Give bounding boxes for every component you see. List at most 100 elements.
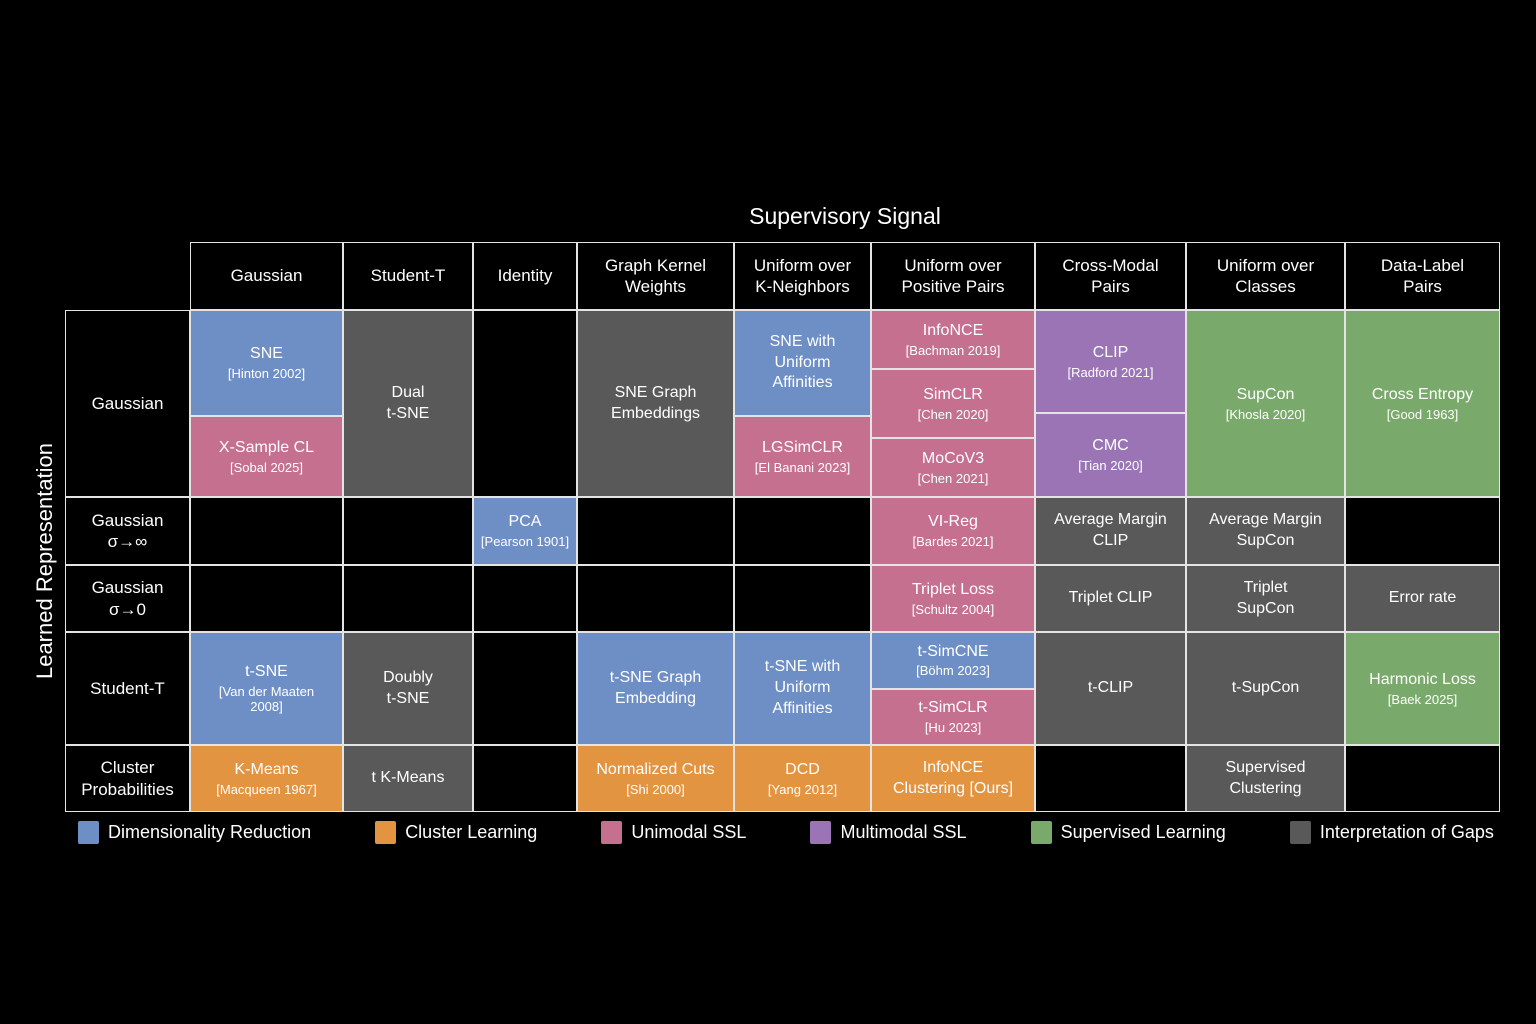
- method-label: Triplet CLIP: [1068, 589, 1153, 607]
- method-ref: [Khosla 2020]: [1225, 406, 1306, 422]
- legend-label: Multimodal SSL: [840, 821, 967, 842]
- method-ref: [Chen 2020]: [917, 406, 989, 422]
- cell-gaussian-sigma-0--uniform-classes: Triplet SupCon: [1186, 565, 1345, 632]
- method-k-means: K-Means [Macqueen 1967]: [191, 746, 342, 811]
- method-sne: SNE [Hinton 2002]: [191, 311, 342, 415]
- method-label: t-SimCLR: [918, 699, 988, 717]
- cell-gaussian-sigma-0--graph-kernel-weights: [577, 565, 734, 632]
- method-error-rate: Error rate: [1346, 566, 1499, 631]
- legend-label: Unimodal SSL: [631, 821, 747, 842]
- method-triplet-clip: Triplet CLIP: [1036, 566, 1185, 631]
- column-header-identity: Identity: [473, 242, 577, 310]
- column-header-cross-modal-pairs: Cross-Modal Pairs: [1035, 242, 1186, 310]
- legend-swatch-unimodal-ssl: [601, 820, 623, 844]
- method-label: SNE with Uniform Affinities: [769, 332, 836, 392]
- cell-gaussian-sigma-inf--uniform-k-neighbors: [734, 497, 871, 565]
- method-ref: [Sobal 2025]: [229, 459, 303, 475]
- column-header-graph-kernel-weights: Graph Kernel Weights: [577, 242, 734, 310]
- cell-gaussian-sigma-0--data-label-pairs: Error rate: [1345, 565, 1500, 632]
- cell-cluster-probabilities--student-t: t K-Means: [343, 745, 473, 812]
- method-label: t-CLIP: [1087, 679, 1134, 697]
- table-corner-spacer: [65, 242, 190, 310]
- cell-gaussian--cross-modal-pairs: CLIP [Radford 2021] CMC [Tian 2020]: [1035, 310, 1186, 497]
- method-label: Average Margin SupCon: [1209, 511, 1322, 549]
- legend-item-unimodal-ssl: Unimodal SSL: [601, 820, 747, 844]
- method-vi-reg: VI-Reg [Bardes 2021]: [872, 498, 1034, 564]
- cell-gaussian-sigma-inf--uniform-positive-pairs: VI-Reg [Bardes 2021]: [871, 497, 1035, 565]
- method-ref: [Hinton 2002]: [227, 366, 306, 382]
- column-header-data-label-pairs: Data-Label Pairs: [1345, 242, 1500, 310]
- cell-gaussian-sigma-0--cross-modal-pairs: Triplet CLIP: [1035, 565, 1186, 632]
- method-t-clip: t-CLIP: [1036, 633, 1185, 744]
- method-pca: PCA [Pearson 1901]: [474, 498, 576, 564]
- method-clip: CLIP [Radford 2021]: [1036, 311, 1185, 413]
- cell-cluster-probabilities--uniform-classes: Supervised Clustering: [1186, 745, 1345, 812]
- method-ref: [Good 1963]: [1386, 406, 1459, 422]
- cell-gaussian--identity: [473, 310, 577, 497]
- method-dual-t-sne: Dual t-SNE: [344, 311, 472, 496]
- method-label: t K-Means: [371, 769, 445, 787]
- method-t-supcon: t-SupCon: [1187, 633, 1344, 744]
- method-ref: [El Banani 2023]: [754, 459, 851, 475]
- cell-cluster-probabilities--gaussian: K-Means [Macqueen 1967]: [190, 745, 343, 812]
- cell-gaussian-sigma-inf--cross-modal-pairs: Average Margin CLIP: [1035, 497, 1186, 565]
- cell-cluster-probabilities--uniform-positive-pairs: InfoNCE Clustering [Ours]: [871, 745, 1035, 812]
- method-t-k-means: t K-Means: [344, 746, 472, 811]
- method-label: Dual t-SNE: [386, 383, 430, 422]
- method-label: Supervised Clustering: [1225, 758, 1306, 797]
- legend-item-supervised: Supervised Learning: [1030, 820, 1226, 844]
- chart-title: Supervisory Signal: [749, 203, 941, 229]
- method-label: t-SNE Graph Embedding: [609, 668, 702, 707]
- column-header-uniform-k-neighbors: Uniform over K-Neighbors: [734, 242, 871, 310]
- method-label: Triplet Loss: [911, 580, 995, 598]
- cell-cluster-probabilities--uniform-k-neighbors: DCD [Yang 2012]: [734, 745, 871, 812]
- cell-gaussian-sigma-inf--graph-kernel-weights: [577, 497, 734, 565]
- method-triplet-loss: Triplet Loss [Schultz 2004]: [872, 566, 1034, 631]
- cell-student-t--identity: [473, 632, 577, 745]
- method-simclr: SimCLR [Chen 2020]: [872, 369, 1034, 438]
- y-axis-label: Learned Representation: [32, 442, 57, 680]
- method-ref: [Chen 2021]: [917, 470, 989, 486]
- cell-student-t--graph-kernel-weights: t-SNE Graph Embedding: [577, 632, 734, 745]
- method-label: SNE Graph Embeddings: [611, 383, 700, 422]
- legend-label: Interpretation of Gaps: [1319, 821, 1494, 842]
- legend: Dimensionality Reduction Cluster Learning…: [78, 817, 1494, 847]
- method-label: Error rate: [1388, 589, 1457, 607]
- method-cmc: CMC [Tian 2020]: [1036, 414, 1185, 496]
- cell-gaussian--gaussian: SNE [Hinton 2002] X-Sample CL [Sobal 2025]: [190, 310, 343, 497]
- legend-swatch-multimodal-ssl: [810, 820, 832, 844]
- method-ref: [Van der Maaten 2008]: [218, 683, 315, 715]
- method-ref: [Baek 2025]: [1387, 691, 1458, 707]
- cell-gaussian--uniform-positive-pairs: InfoNCE [Bachman 2019] SimCLR [Chen 2020] Mo…: [871, 310, 1035, 497]
- method-infonce: InfoNCE [Bachman 2019]: [872, 311, 1034, 368]
- column-header-uniform-classes: Uniform over Classes: [1186, 242, 1345, 310]
- cell-student-t--student-t: Doubly t-SNE: [343, 632, 473, 745]
- cell-gaussian--uniform-classes: SupCon [Khosla 2020]: [1186, 310, 1345, 497]
- cell-gaussian--uniform-k-neighbors: SNE with Uniform Affinities LGSimCLR [El B…: [734, 310, 871, 497]
- cell-cluster-probabilities--identity: [473, 745, 577, 812]
- cell-student-t--cross-modal-pairs: t-CLIP: [1035, 632, 1186, 745]
- method-label: CMC: [1092, 437, 1129, 455]
- cell-student-t--uniform-k-neighbors: t-SNE with Uniform Affinities: [734, 632, 871, 745]
- method-label: InfoNCE: [922, 321, 984, 339]
- method-label: VI-Reg: [928, 513, 978, 531]
- method-label: PCA: [508, 513, 542, 531]
- method-harmonic-loss: Harmonic Loss [Baek 2025]: [1346, 633, 1499, 744]
- row-label-gaussian-sigma-inf: Gaussian σ→∞: [65, 497, 190, 565]
- cell-gaussian-sigma-inf--uniform-classes: Average Margin SupCon: [1186, 497, 1345, 565]
- cell-student-t--uniform-positive-pairs: t-SimCNE [Böhm 2023] t-SimCLR [Hu 2023]: [871, 632, 1035, 745]
- method-label: MoCoV3: [921, 449, 985, 467]
- row-label-gaussian-sigma-0: Gaussian σ→0: [65, 565, 190, 632]
- method-label: InfoNCE Clustering [Ours]: [892, 758, 1014, 797]
- cell-student-t--uniform-classes: t-SupCon: [1186, 632, 1345, 745]
- method-ref: [Hu 2023]: [924, 719, 982, 735]
- row-label-student-t: Student-T: [65, 632, 190, 745]
- legend-label: Cluster Learning: [405, 821, 538, 842]
- method-infonce-clustering-ours: InfoNCE Clustering [Ours]: [872, 746, 1034, 811]
- cell-gaussian-sigma-inf--data-label-pairs: [1345, 497, 1500, 565]
- cell-gaussian-sigma-0--identity: [473, 565, 577, 632]
- method-ref: [Macqueen 1967]: [216, 781, 317, 797]
- cell-cluster-probabilities--data-label-pairs: [1345, 745, 1500, 812]
- legend-swatch-gap-interpretation: [1289, 820, 1311, 844]
- cell-gaussian-sigma-0--uniform-positive-pairs: Triplet Loss [Schultz 2004]: [871, 565, 1035, 632]
